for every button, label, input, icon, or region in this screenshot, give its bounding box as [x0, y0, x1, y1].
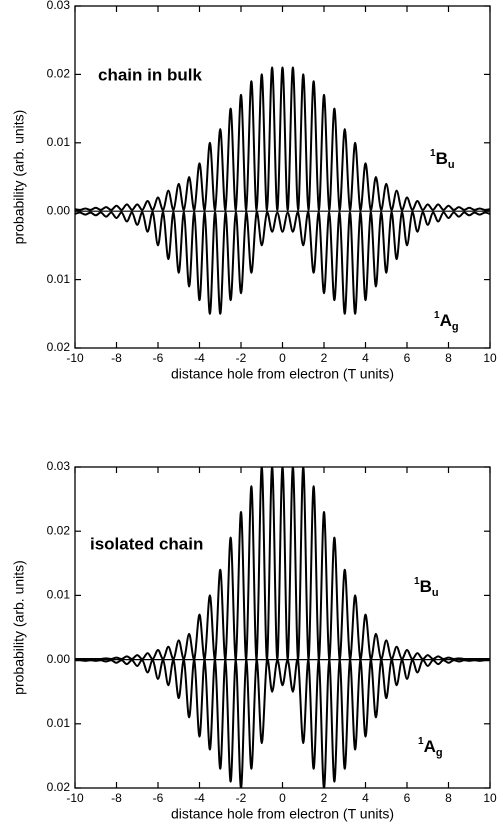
y-tick-label: 0.01	[47, 716, 71, 730]
x-tick-label: -10	[66, 351, 84, 365]
chart-panel: 0.02 0.01 0.00 0.01 0.02 0.03 -10 -8 -6 -4 -2 0 2 4 6 8…	[11, 459, 497, 822]
label-base: A	[424, 737, 436, 756]
label-sup: 1	[418, 736, 424, 747]
label-sup: 1	[414, 576, 420, 587]
label-sub: u	[448, 159, 455, 171]
label-base: B	[420, 577, 432, 596]
x-tick-label: -10	[66, 791, 84, 805]
x-tick-label: 6	[404, 351, 411, 365]
y-tick-label: 0.01	[47, 272, 71, 286]
label-base: B	[436, 149, 448, 168]
y-tick-label: 0.01	[47, 135, 71, 149]
label-sub: u	[432, 587, 439, 599]
x-tick-label: 6	[404, 791, 411, 805]
y-tick-label: 0.03	[47, 0, 71, 12]
x-tick-label: 2	[321, 791, 328, 805]
x-tick-label: -2	[236, 791, 247, 805]
y-tick-label: 0.02	[47, 340, 71, 354]
x-tick-label: 10	[483, 351, 497, 365]
y-tick-label: 0.00	[47, 652, 71, 666]
plot-frame	[74, 466, 491, 789]
y-tick-label: 0.02	[47, 67, 71, 81]
x-tick-label: -8	[111, 351, 122, 365]
series-line	[75, 211, 490, 315]
x-tick-label: 8	[445, 351, 452, 365]
x-tick-label: 4	[362, 791, 369, 805]
x-tick-label: -6	[153, 791, 164, 805]
x-axis-title: distance hole from electron (T units)	[171, 366, 394, 382]
x-tick-label: 8	[445, 791, 452, 805]
label-base: A	[440, 311, 452, 330]
plot-frame	[74, 5, 491, 349]
y-axis-title: probability (arb. units)	[11, 560, 27, 695]
x-tick-label: 0	[279, 791, 286, 805]
x-axis-title: distance hole from electron (T units)	[171, 806, 394, 822]
x-tick-label: 2	[321, 351, 328, 365]
label-sub: g	[436, 747, 443, 759]
chart-panel: 0.02 0.01 0.00 0.01 0.02 0.03 -10 -8 -6 -4 -2 0 2 4 6 8…	[11, 0, 497, 382]
label-sub: g	[452, 321, 459, 333]
label-sup: 1	[434, 310, 440, 321]
series-label: 1Ag	[418, 736, 443, 759]
series-label: 1Bu	[430, 148, 455, 171]
y-tick-label: 0.01	[47, 588, 71, 602]
series-line	[75, 467, 490, 661]
y-axis-title: probability (arb. units)	[11, 110, 27, 245]
series-label: 1Ag	[434, 310, 459, 333]
x-tick-label: 10	[483, 791, 497, 805]
x-tick-label: -8	[111, 791, 122, 805]
x-tick-label: -4	[194, 351, 205, 365]
y-tick-label: 0.00	[47, 203, 71, 217]
series-line	[75, 658, 490, 788]
x-tick-label: -2	[236, 351, 247, 365]
panel-annotation: chain in bulk	[98, 65, 202, 84]
x-tick-label: 0	[279, 351, 286, 365]
x-tick-label: 4	[362, 351, 369, 365]
series-label: 1Bu	[414, 576, 439, 599]
y-tick-label: 0.03	[47, 459, 71, 473]
panel-annotation: isolated chain	[90, 534, 203, 553]
label-sup: 1	[430, 148, 436, 159]
y-tick-label: 0.02	[47, 523, 71, 537]
x-tick-label: -6	[153, 351, 164, 365]
series-line	[75, 66, 490, 211]
x-tick-label: -4	[194, 791, 205, 805]
y-tick-label: 0.02	[47, 780, 71, 794]
